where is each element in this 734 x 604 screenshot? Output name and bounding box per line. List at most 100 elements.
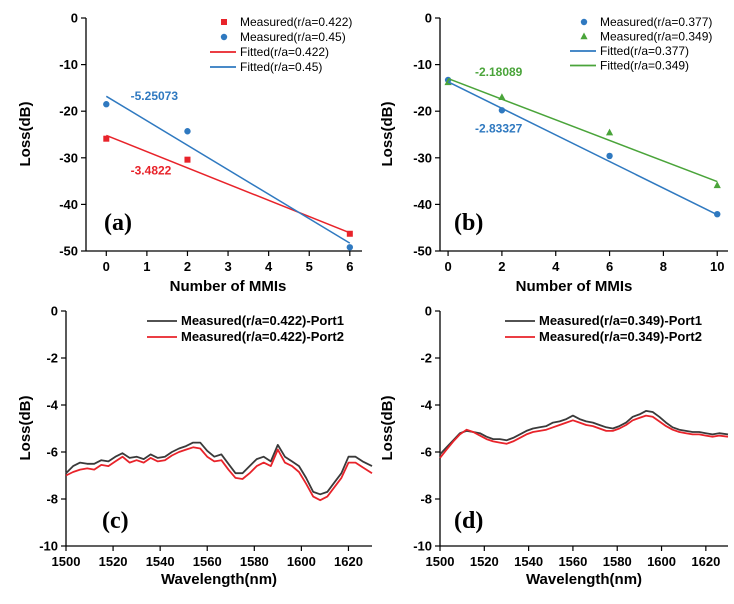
- y-tick-label: 0: [51, 304, 58, 319]
- data-point: [103, 135, 110, 142]
- series-line-4: [105, 95, 351, 244]
- y-tick-label: -6: [420, 445, 432, 460]
- legend-label: Fitted(r/a=0.349): [600, 59, 689, 73]
- x-tick-label: 4: [552, 259, 560, 274]
- x-tick-label: 1620: [691, 554, 720, 569]
- legend-label: Fitted(r/a=0.422): [240, 45, 329, 59]
- x-tick-label: 1560: [558, 554, 587, 569]
- x-tick-label: 1500: [426, 554, 455, 569]
- data-point: [184, 128, 191, 135]
- y-axis-title: Loss(dB): [379, 396, 396, 461]
- x-tick-label: 6: [606, 259, 613, 274]
- series-line-2: [439, 414, 729, 459]
- x-tick-label: 4: [265, 259, 273, 274]
- y-tick-label: -2: [46, 351, 58, 366]
- x-tick-label: 2: [498, 259, 505, 274]
- y-tick-label: -10: [413, 539, 432, 554]
- slope-annotation: -2.83327: [475, 122, 523, 136]
- panel-label: (b): [454, 210, 483, 236]
- y-tick-label: 0: [425, 11, 432, 26]
- legend-label: Fitted(r/a=0.45): [240, 60, 322, 74]
- data-point: [605, 128, 614, 136]
- y-axis-title: Loss(dB): [17, 396, 34, 461]
- legend-marker: [221, 19, 227, 25]
- y-tick-label: -4: [46, 398, 58, 413]
- x-tick-label: 2: [184, 259, 191, 274]
- panel-label: (c): [102, 508, 129, 534]
- y-tick-label: -50: [413, 244, 432, 259]
- y-tick-label: -30: [413, 150, 432, 165]
- legend-label: Measured(r/a=0.349)-Port2: [539, 329, 702, 344]
- y-tick-label: -40: [59, 197, 78, 212]
- slope-annotation: -5.25073: [131, 89, 179, 103]
- slope-annotation: -3.4822: [131, 164, 172, 178]
- y-tick-label: -20: [413, 104, 432, 119]
- data-point: [606, 152, 613, 160]
- x-tick-label: 0: [103, 259, 110, 274]
- y-tick-label: -4: [420, 398, 432, 413]
- panel-label: (d): [454, 508, 483, 534]
- y-tick-label: -2: [420, 351, 432, 366]
- y-tick-label: -30: [59, 150, 78, 165]
- data-point: [184, 156, 191, 163]
- slope-annotation: -2.18089: [475, 65, 523, 79]
- y-axis-title: Loss(dB): [379, 102, 396, 167]
- y-tick-label: 0: [71, 11, 78, 26]
- legend-label: Measured(r/a=0.422): [240, 15, 352, 29]
- legend-marker: [220, 33, 228, 41]
- series-line-1: [439, 410, 729, 456]
- series-line-2: [65, 446, 373, 502]
- series-line-1: [65, 441, 373, 496]
- legend-label: Measured(r/a=0.349): [600, 30, 712, 44]
- x-tick-label: 1500: [52, 554, 81, 569]
- series-line-3: [447, 81, 718, 216]
- x-tick-label: 1580: [240, 554, 269, 569]
- x-axis-title: Wavelength(nm): [161, 571, 277, 588]
- x-tick-label: 1520: [99, 554, 128, 569]
- x-tick-label: 0: [444, 259, 451, 274]
- x-tick-label: 6: [346, 259, 353, 274]
- panel-label: (a): [104, 210, 132, 236]
- x-tick-label: 1: [143, 259, 150, 274]
- x-tick-label: 1600: [287, 554, 316, 569]
- legend-label: Measured(r/a=0.45): [240, 30, 346, 44]
- y-tick-label: -10: [59, 57, 78, 72]
- series-line-3: [106, 134, 351, 234]
- y-axis-title: Loss(dB): [17, 102, 34, 167]
- chart-panel-2: 0 -10 -20 -30 -40 -50 0 2 4 6 8 10 Loss(dB) (b) -2.180…: [379, 11, 728, 274]
- x-tick-label: 10: [710, 259, 724, 274]
- data-point: [713, 181, 721, 189]
- x-tick-label: 1560: [193, 554, 222, 569]
- data-point: [346, 230, 353, 237]
- x-tick-label: 1580: [603, 554, 632, 569]
- legend-marker: [580, 18, 588, 26]
- legend-label: Measured(r/a=0.422)-Port1: [181, 313, 344, 328]
- legend-label: Measured(r/a=0.377): [600, 15, 712, 29]
- y-tick-label: -10: [413, 57, 432, 72]
- y-tick-label: -10: [39, 539, 58, 554]
- x-tick-label: 1620: [334, 554, 363, 569]
- x-tick-label: 5: [306, 259, 313, 274]
- data-point: [346, 244, 354, 251]
- y-tick-label: -50: [59, 244, 78, 259]
- y-tick-label: -20: [59, 104, 78, 119]
- x-tick-label: 1540: [146, 554, 175, 569]
- x-tick-label: 8: [660, 259, 667, 274]
- legend-label: Measured(r/a=0.422)-Port2: [181, 329, 344, 344]
- y-tick-label: -6: [46, 445, 58, 460]
- x-tick-label: 1520: [470, 554, 499, 569]
- legend-marker: [580, 32, 588, 40]
- x-tick-label: 1600: [647, 554, 676, 569]
- legend-label: Measured(r/a=0.349)-Port1: [539, 313, 702, 328]
- y-tick-label: -8: [420, 492, 432, 507]
- x-tick-label: 3: [224, 259, 231, 274]
- legend-label: Fitted(r/a=0.377): [600, 44, 689, 58]
- x-tick-label: 1540: [514, 554, 543, 569]
- x-axis-title: Wavelength(nm): [526, 571, 642, 588]
- y-tick-label: -40: [413, 197, 432, 212]
- chart-panel-1: 0 -10 -20 -30 -40 -50 0 1 2 3 4 5 6 Loss(dB) (a) -5.250…: [17, 11, 362, 274]
- y-tick-label: 0: [425, 304, 432, 319]
